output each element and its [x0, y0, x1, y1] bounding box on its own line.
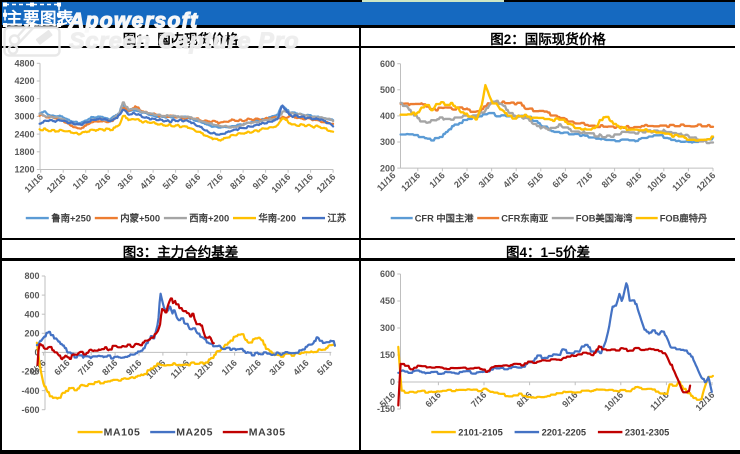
svg-text:Apowersoft: Apowersoft — [68, 9, 199, 32]
svg-text:200: 200 — [24, 329, 39, 339]
svg-text:-200: -200 — [21, 367, 39, 377]
svg-text:3600: 3600 — [14, 94, 34, 104]
svg-text:400: 400 — [380, 111, 395, 121]
svg-text:-600: -600 — [21, 405, 39, 415]
svg-text:内蒙+500: 内蒙+500 — [120, 213, 160, 224]
svg-text:0: 0 — [390, 377, 395, 387]
svg-text:3000: 3000 — [14, 112, 34, 122]
svg-text:CFR 中国主港: CFR 中国主港 — [415, 213, 475, 224]
svg-text:4800: 4800 — [14, 59, 34, 69]
svg-text:500: 500 — [380, 85, 395, 95]
svg-text:1200: 1200 — [14, 165, 34, 175]
svg-text:FOB鹿特丹: FOB鹿特丹 — [660, 213, 708, 224]
svg-text:华南-200: 华南-200 — [258, 213, 296, 224]
svg-text:江苏: 江苏 — [327, 213, 346, 224]
svg-text:450: 450 — [380, 296, 395, 306]
svg-text:200: 200 — [380, 163, 395, 173]
svg-text:-150: -150 — [377, 404, 395, 414]
svg-text:2101-2105: 2101-2105 — [458, 428, 502, 438]
svg-text:MA305: MA305 — [249, 427, 286, 439]
svg-text:600: 600 — [380, 59, 395, 69]
svg-text:MA205: MA205 — [176, 427, 213, 439]
svg-text:0: 0 — [34, 348, 39, 358]
svg-text:Screen Capture Pro: Screen Capture Pro — [69, 27, 299, 53]
svg-text:4200: 4200 — [14, 76, 34, 86]
svg-text:300: 300 — [380, 137, 395, 147]
svg-text:2201-2205: 2201-2205 — [542, 428, 586, 438]
svg-text:600: 600 — [24, 290, 39, 300]
svg-text:MA105: MA105 — [104, 427, 141, 439]
svg-text:西南+200: 西南+200 — [189, 213, 229, 224]
svg-text:150: 150 — [380, 350, 395, 360]
svg-text:600: 600 — [380, 269, 395, 279]
svg-text:1800: 1800 — [14, 147, 34, 157]
svg-text:FOB美国海湾: FOB美国海湾 — [576, 213, 634, 224]
svg-text:-400: -400 — [21, 386, 39, 396]
svg-text:2301-2305: 2301-2305 — [625, 428, 669, 438]
svg-text:800: 800 — [24, 271, 39, 281]
svg-text:300: 300 — [380, 323, 395, 333]
svg-text:2400: 2400 — [14, 129, 34, 139]
svg-text:400: 400 — [24, 309, 39, 319]
svg-text:鲁南+250: 鲁南+250 — [51, 213, 91, 224]
svg-text:CFR东南亚: CFR东南亚 — [501, 213, 549, 224]
